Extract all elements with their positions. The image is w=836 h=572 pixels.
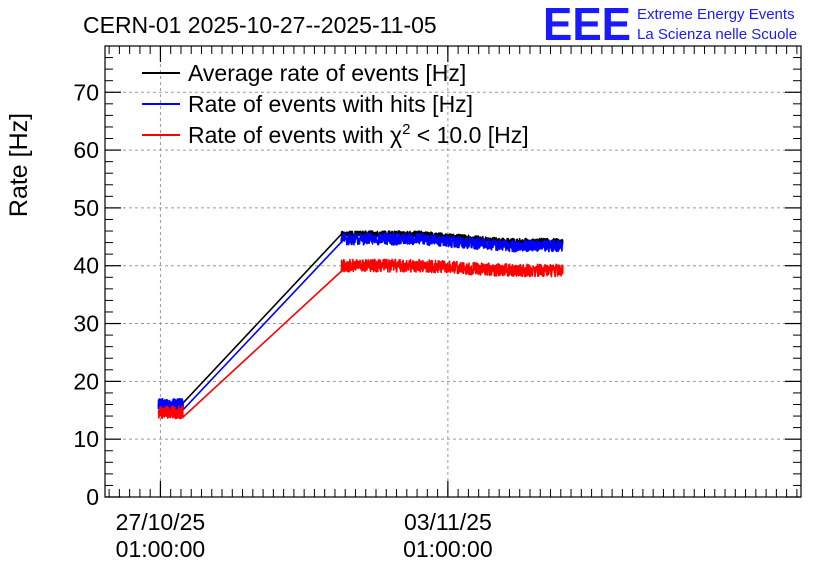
legend-entry: Average rate of events [Hz] (188, 60, 466, 86)
eee-logo-mark: EEE (543, 0, 631, 50)
y-tick-label: 30 (73, 311, 99, 337)
chart-title: CERN-01 2025-10-27--2025-11-05 (83, 12, 437, 38)
y-tick-label: 50 (73, 195, 99, 221)
eee-logo-line2: La Scienza nelle Scuole (637, 26, 797, 43)
y-tick-label: 0 (86, 484, 99, 510)
y-tick-label: 10 (73, 426, 99, 452)
series-layer (157, 230, 564, 420)
x-tick-time: 01:00:00 (116, 536, 206, 562)
x-tick-time: 01:00:00 (403, 536, 493, 562)
y-tick-label: 60 (73, 137, 99, 163)
eee-logo-line1: Extreme Energy Events (637, 6, 795, 23)
series-line (157, 258, 564, 420)
x-tick-date: 03/11/25 (404, 509, 492, 535)
legend: Average rate of events [Hz] Rate of event… (142, 60, 529, 148)
series-line (157, 230, 564, 410)
eee-logo: EEE Extreme Energy Events La Scienza nel… (543, 0, 797, 50)
axis-ticks: 01020304050607027/10/2501:00:0003/11/250… (73, 45, 801, 562)
plot-frame (104, 45, 802, 498)
x-tick-date: 27/10/25 (116, 509, 206, 535)
legend-entry: Rate of events with χ2 < 10.0 [Hz] (188, 121, 529, 148)
y-tick-label: 20 (73, 368, 99, 394)
legend-entry: Rate of events with hits [Hz] (188, 91, 473, 117)
series-line (157, 232, 564, 411)
y-axis-label: Rate [Hz] (5, 113, 33, 217)
y-tick-label: 70 (73, 79, 99, 105)
y-tick-label: 40 (73, 253, 99, 279)
